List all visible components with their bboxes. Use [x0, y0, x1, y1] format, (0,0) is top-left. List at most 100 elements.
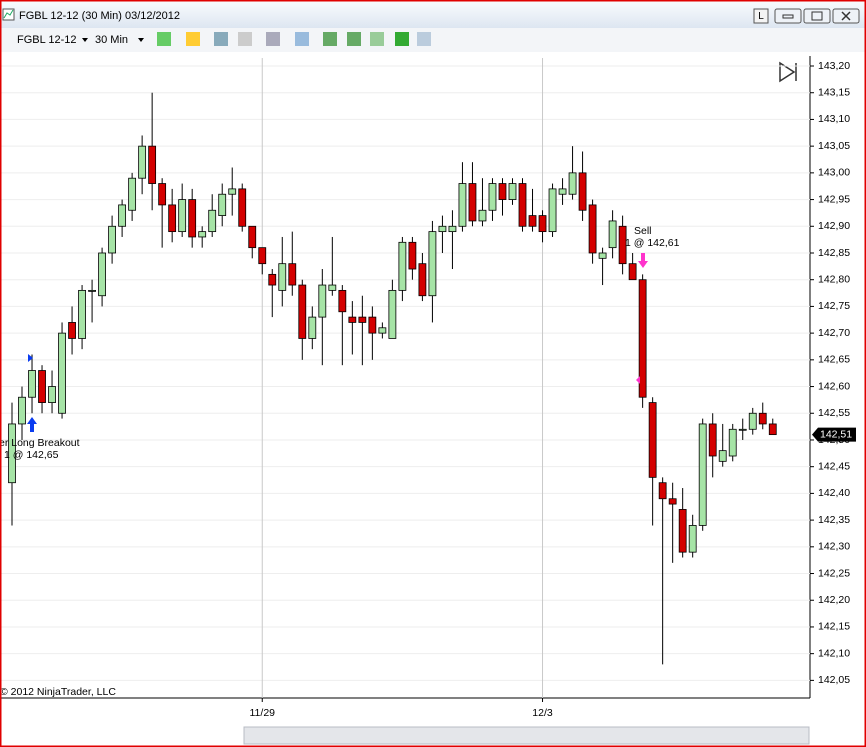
candle-body — [138, 145, 147, 179]
minimize-icon — [782, 14, 794, 19]
candle-body — [168, 204, 177, 233]
zoom-icon[interactable] — [295, 32, 309, 46]
tool-icon[interactable] — [214, 32, 228, 46]
candle-body — [518, 183, 527, 227]
last-price-tag — [812, 427, 856, 442]
candle-body — [738, 428, 747, 431]
window-title: FGBL 12-12 (30 Min) 03/12/2012 — [19, 10, 180, 22]
y-tick-label: 142,90 — [818, 220, 850, 232]
candle-body — [678, 509, 687, 553]
candle-body — [558, 188, 567, 195]
chart-style-icon[interactable] — [157, 32, 171, 46]
candle-body — [458, 183, 467, 227]
candle-body — [398, 241, 407, 291]
close-icon — [841, 11, 851, 21]
draw-icon[interactable] — [186, 32, 200, 46]
data-box-icon[interactable] — [417, 32, 431, 46]
l-button-label: L — [758, 11, 764, 22]
y-tick-label: 142,45 — [818, 460, 850, 472]
tool-icon[interactable] — [238, 32, 252, 46]
candle-body — [668, 498, 677, 505]
candle-body — [568, 172, 577, 195]
title-bar — [0, 0, 866, 28]
candle-body — [338, 289, 347, 313]
candle-body — [328, 284, 337, 291]
app-icon-line — [3, 9, 14, 19]
candle-body — [68, 322, 76, 339]
toolbar-icons — [157, 32, 431, 46]
candle-body — [108, 225, 116, 254]
y-tick-label: 142,05 — [818, 674, 850, 686]
candle-body — [618, 225, 627, 265]
candle-body — [548, 188, 557, 233]
candle-body — [478, 209, 487, 222]
candle-body — [508, 183, 517, 200]
strategy-icon[interactable] — [347, 32, 361, 46]
y-tick-label: 142,70 — [818, 327, 850, 339]
candle-body — [658, 482, 667, 500]
candle-body — [448, 225, 457, 233]
candle-body — [278, 263, 287, 291]
candle-body — [428, 231, 437, 297]
last-price-label: 142,51 — [820, 428, 852, 440]
minimize-button[interactable] — [774, 8, 802, 24]
annotation: er Long Breakout — [0, 437, 80, 449]
candle-body — [18, 396, 26, 425]
candle-body — [118, 204, 127, 227]
candle-body — [718, 450, 727, 462]
y-tick-label: 142,80 — [818, 273, 850, 285]
candle-body — [258, 247, 267, 265]
candle-body — [228, 188, 237, 195]
candle-body — [248, 225, 257, 249]
entry-arrow — [27, 417, 37, 432]
candle-body — [318, 284, 327, 318]
candle-body — [388, 289, 397, 339]
candle-body — [628, 263, 637, 281]
candle-body — [638, 279, 647, 398]
exit-fill-marker — [636, 376, 640, 384]
x-tick-label: 11/29 — [250, 707, 276, 719]
candle-body — [698, 423, 707, 526]
candle-body — [298, 284, 307, 339]
interval-selector[interactable]: 30 Min — [95, 34, 128, 46]
candle-body — [58, 332, 66, 414]
pointer-icon[interactable] — [266, 32, 280, 46]
y-tick-label: 142,95 — [818, 193, 850, 205]
instrument-selector[interactable]: FGBL 12-12 — [17, 34, 77, 46]
y-tick-label: 143,00 — [818, 167, 850, 179]
y-tick-label: 142,75 — [818, 300, 850, 312]
candle-body — [708, 423, 717, 457]
candle-body — [98, 252, 106, 297]
annotation: 1 @ 142,61 — [625, 237, 680, 249]
candle-body — [758, 412, 767, 425]
scrollbar[interactable] — [243, 726, 810, 745]
entry-fill-marker — [28, 354, 33, 362]
candle-body — [38, 370, 46, 403]
candle-body — [188, 199, 197, 238]
candle-body — [8, 423, 16, 484]
maximize-button[interactable] — [803, 8, 831, 24]
candle-body — [498, 183, 507, 200]
candle-body — [208, 209, 217, 233]
candle-body — [648, 402, 657, 478]
y-tick-label: 142,25 — [818, 567, 850, 579]
candle-body — [348, 316, 357, 323]
indicator-icon[interactable] — [323, 32, 337, 46]
l-button[interactable] — [753, 8, 769, 24]
dollar-icon[interactable] — [395, 32, 409, 46]
candle-body — [148, 145, 157, 184]
candle-body — [158, 183, 167, 206]
x-tick-label: 12/3 — [532, 707, 553, 719]
candle-body — [748, 412, 757, 430]
y-tick-label: 142,55 — [818, 407, 850, 419]
candle-body — [538, 215, 547, 233]
exit-arrow — [638, 253, 648, 268]
candle-body — [608, 220, 617, 249]
candle-body — [28, 370, 36, 398]
candle-body — [78, 289, 86, 339]
properties-icon[interactable] — [370, 32, 384, 46]
y-tick-label: 142,65 — [818, 354, 850, 366]
toolbar — [0, 28, 866, 52]
